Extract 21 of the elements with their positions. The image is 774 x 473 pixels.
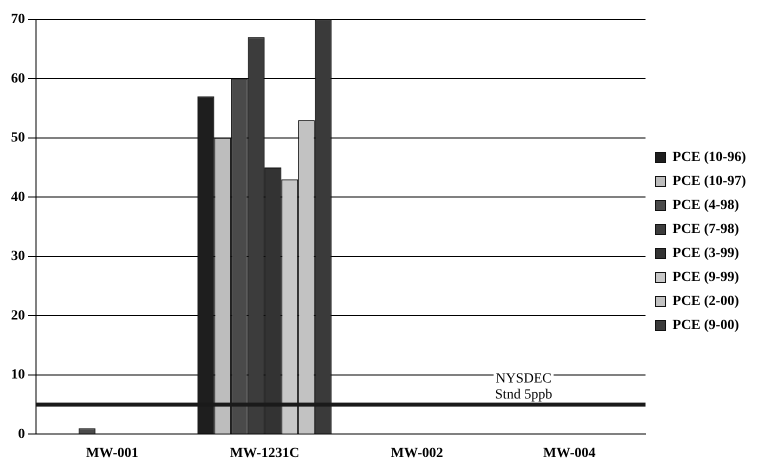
legend-label: PCE (10-96) (672, 150, 746, 166)
legend-label: PCE (4-98) (672, 198, 740, 214)
legend-label: PCE (9-99) (672, 270, 740, 286)
y-tick-label: 40 (11, 190, 25, 205)
y-tick-label: 50 (11, 130, 25, 146)
x-tick-label: MW-004 (543, 446, 596, 462)
ref-line-label: NYSDEC Stnd 5ppb (495, 372, 552, 403)
y-tick-label: 20 (11, 308, 25, 324)
y-tick-label: 70 (11, 12, 25, 28)
legend-label: PCE (9-00) (672, 318, 740, 334)
y-tick-label: 30 (11, 249, 25, 264)
legend-label: PCE (2-00) (672, 294, 740, 310)
x-tick-label: MW-002 (390, 446, 444, 462)
x-tick-label: MW-1231C (230, 446, 300, 462)
legend-label: PCE (10-97) (672, 174, 746, 190)
y-tick-label: 0 (18, 426, 25, 442)
legend-label: PCE (7-98) (672, 222, 740, 238)
legend-label: PCE (3-99) (672, 246, 740, 262)
x-tick-label: MW-001 (86, 446, 138, 462)
y-tick-label: 10 (11, 368, 25, 383)
y-tick-label: 60 (11, 71, 25, 86)
